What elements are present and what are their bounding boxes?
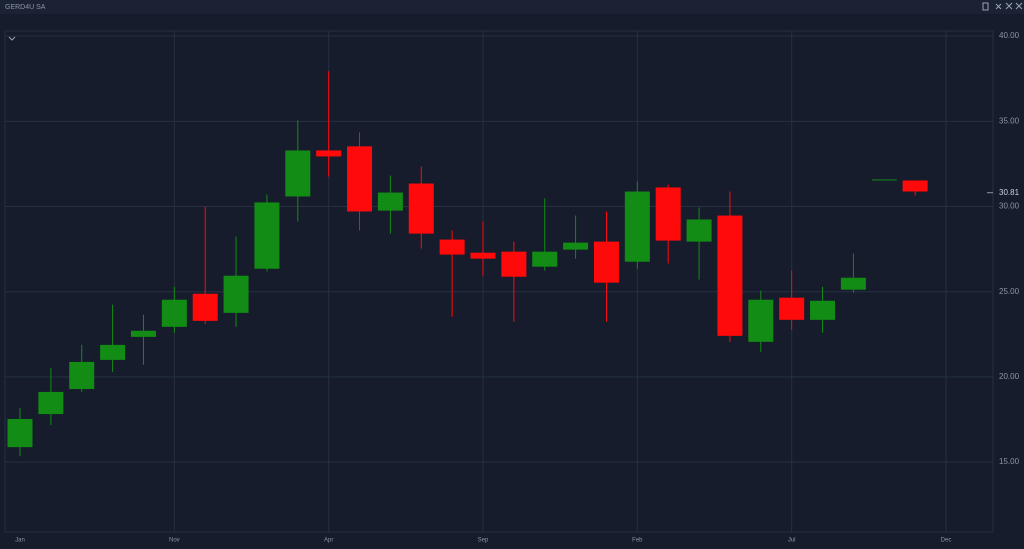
x-tick-label: Apr [324,538,333,544]
candle-body [316,150,342,157]
candle-body [593,241,619,283]
candle-body [192,293,218,321]
menu-chevron[interactable] [8,36,16,41]
plot-frame [4,30,994,533]
candle-body [161,299,187,327]
candle-body [7,419,33,448]
x-tick-label: Feb [632,538,643,544]
candle-body [285,150,311,197]
candle-body [717,215,743,336]
candle-body [254,202,280,269]
candle-body [686,219,712,242]
candle-body [223,275,249,313]
y-tick-label: 20.00 [999,372,1020,381]
x-tick-label: Jan [15,538,25,544]
chart-title: GERD4U SA [5,4,46,11]
candle-body [810,300,836,320]
candle-body [100,344,126,360]
x-tick-label: Jul [788,538,796,544]
window-icons[interactable] [982,2,1023,11]
candle-body [470,252,496,259]
candle-body [408,183,434,234]
candle-body [38,391,64,415]
candle-body [655,187,681,241]
candle-body [377,192,403,211]
y-tick-label: 30.00 [999,202,1020,211]
y-tick-label: 35.00 [999,116,1020,125]
candle-body [501,251,527,277]
title-bar [0,0,1024,14]
candle-body [902,180,928,192]
candle-body [748,299,774,342]
y-tick-label: 40.00 [999,31,1020,40]
x-tick-label: Dec [941,538,952,544]
candle-body [840,277,866,290]
candle-body [779,297,805,320]
x-tick-label: Nov [169,538,180,544]
candle-body [130,330,156,337]
candle-body [69,361,95,390]
candle-body [563,242,589,250]
candle-body [532,251,558,267]
y-tick-label: 25.00 [999,287,1020,296]
candle-body [624,191,650,262]
x-tick-label: Sep [478,538,489,544]
y-tick-label: 15.00 [999,457,1020,466]
candle-body [347,146,373,212]
last-price-label: 30.81 [999,188,1020,197]
candle-body [439,239,465,255]
candle-body [871,179,897,181]
